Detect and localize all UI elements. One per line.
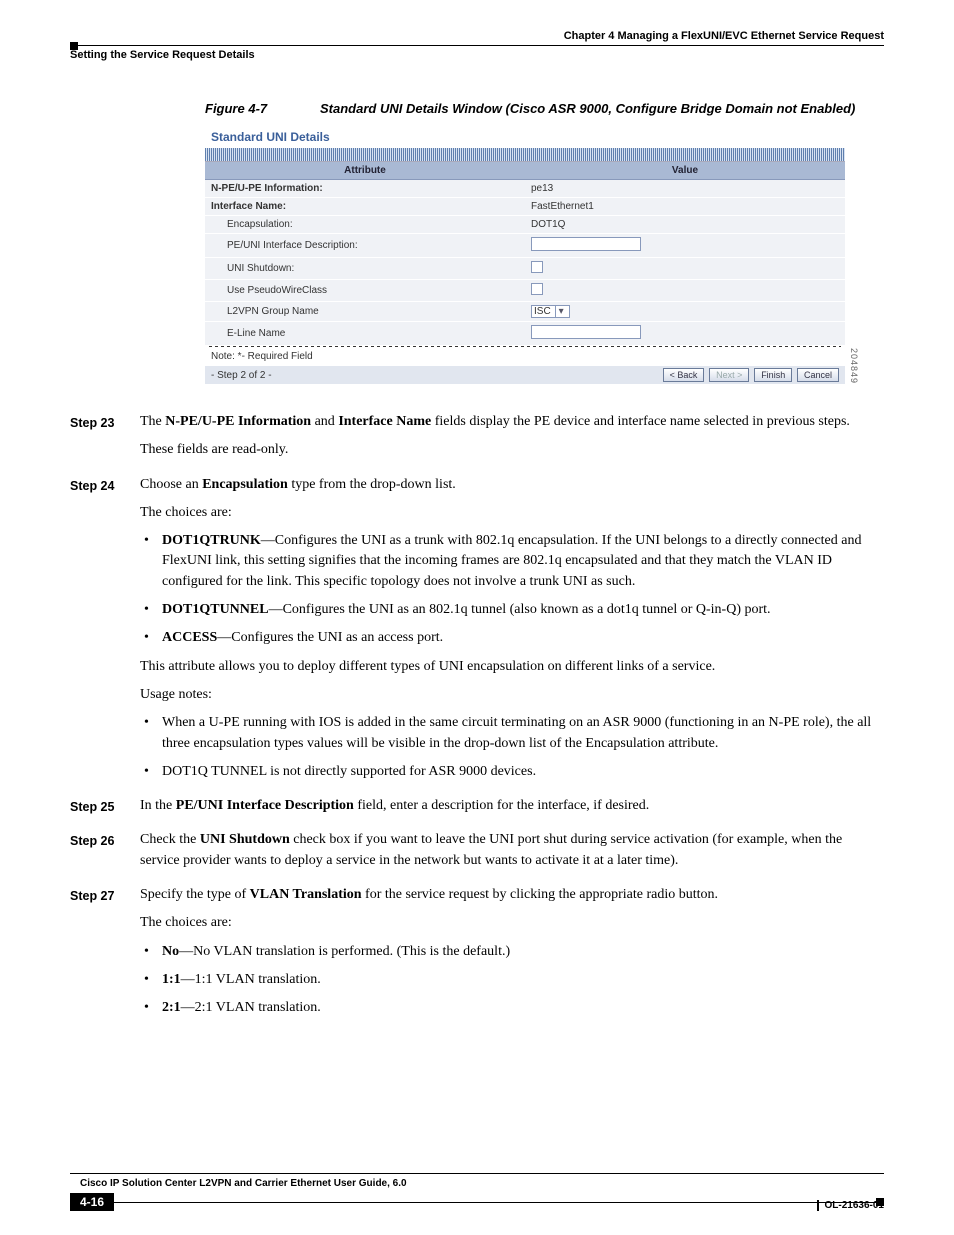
steps-list: Step 23 The N-PE/U-PE Information and In… bbox=[70, 412, 884, 1027]
header-rule bbox=[70, 44, 884, 47]
finish-button[interactable]: Finish bbox=[754, 368, 792, 382]
step-24-usage-notes-label: Usage notes: bbox=[140, 685, 884, 705]
usage-notes: When a U-PE running with IOS is added in… bbox=[140, 713, 884, 782]
choice-no: No—No VLAN translation is performed. (Th… bbox=[140, 942, 884, 962]
choice-dot1qtrunk: DOT1QTRUNK—Configures the UNI as a trunk… bbox=[140, 531, 884, 592]
figure-caption: Figure 4-7 Standard UNI Details Window (… bbox=[205, 101, 884, 116]
wizard-footer: - Step 2 of 2 - < Back Next > Finish Can… bbox=[205, 366, 845, 384]
page-number: 4-16 bbox=[70, 1193, 114, 1211]
header-section: Setting the Service Request Details bbox=[70, 49, 884, 61]
footer-guide-title: Cisco IP Solution Center L2VPN and Carri… bbox=[70, 1178, 884, 1189]
encapsulation-choices: DOT1QTRUNK—Configures the UNI as a trunk… bbox=[140, 531, 884, 648]
step-indicator: - Step 2 of 2 - bbox=[211, 370, 272, 381]
step-24-attribute-purpose: This attribute allows you to deploy diff… bbox=[140, 657, 884, 677]
row-uni-shutdown: UNI Shutdown: bbox=[205, 258, 845, 280]
uni-shutdown-checkbox[interactable] bbox=[531, 261, 543, 273]
usage-note-2: DOT1Q TUNNEL is not directly supported f… bbox=[140, 762, 884, 782]
row-encapsulation: Encapsulation: DOT1Q bbox=[205, 216, 845, 234]
back-button[interactable]: < Back bbox=[663, 368, 705, 382]
row-pseudowire-class: Use PseudoWireClass bbox=[205, 280, 845, 302]
figure-id-code: 204849 bbox=[849, 348, 859, 384]
col-attribute: Attribute bbox=[205, 162, 525, 180]
step-26: Step 26 Check the UNI Shutdown check box… bbox=[70, 830, 884, 879]
step-27: Step 27 Specify the type of VLAN Transla… bbox=[70, 885, 884, 1026]
step-24-choices-intro: The choices are: bbox=[140, 503, 884, 523]
step-27-choices-intro: The choices are: bbox=[140, 913, 884, 933]
header-chapter: Chapter 4 Managing a FlexUNI/EVC Etherne… bbox=[564, 30, 884, 42]
step-23-note: These fields are read-only. bbox=[140, 440, 884, 460]
step-25-text: In the PE/UNI Interface Description fiel… bbox=[140, 796, 884, 816]
row-interface-description: PE/UNI Interface Description: bbox=[205, 234, 845, 258]
page-footer: Cisco IP Solution Center L2VPN and Carri… bbox=[0, 1173, 954, 1211]
l2vpn-group-dropdown[interactable]: ISC▾ bbox=[531, 305, 570, 318]
step-23: Step 23 The N-PE/U-PE Information and In… bbox=[70, 412, 884, 469]
row-eline-name: E-Line Name bbox=[205, 322, 845, 346]
step-25: Step 25 In the PE/UNI Interface Descript… bbox=[70, 796, 884, 824]
step-23-text: The N-PE/U-PE Information and Interface … bbox=[140, 412, 884, 432]
choice-1to1: 1:1—1:1 VLAN translation. bbox=[140, 970, 884, 990]
choice-access: ACCESS—Configures the UNI as an access p… bbox=[140, 628, 884, 648]
figure-title: Standard UNI Details Window (Cisco ASR 9… bbox=[320, 101, 884, 116]
panel-hatch bbox=[205, 148, 845, 162]
row-l2vpn-group: L2VPN Group Name ISC▾ bbox=[205, 302, 845, 322]
running-header: Chapter 4 Managing a FlexUNI/EVC Etherne… bbox=[70, 30, 884, 42]
figure-number: Figure 4-7 bbox=[205, 101, 320, 116]
row-npe: N-PE/U-PE Information: pe13 bbox=[205, 180, 845, 198]
required-field-note: Note: *- Required Field bbox=[205, 347, 845, 366]
pseudowire-class-checkbox[interactable] bbox=[531, 283, 543, 295]
panel-title: Standard UNI Details bbox=[205, 126, 845, 148]
step-24-text: Choose an Encapsulation type from the dr… bbox=[140, 475, 884, 495]
step-27-text: Specify the type of VLAN Translation for… bbox=[140, 885, 884, 905]
row-interface-name: Interface Name: FastEthernet1 bbox=[205, 198, 845, 216]
choice-2to1: 2:1—2:1 VLAN translation. bbox=[140, 998, 884, 1018]
page: Chapter 4 Managing a FlexUNI/EVC Etherne… bbox=[0, 0, 954, 1235]
eline-name-input[interactable] bbox=[531, 325, 641, 339]
vlan-translation-choices: No—No VLAN translation is performed. (Th… bbox=[140, 942, 884, 1019]
usage-note-1: When a U-PE running with IOS is added in… bbox=[140, 713, 884, 754]
interface-description-input[interactable] bbox=[531, 237, 641, 251]
attributes-table: Attribute Value N-PE/U-PE Information: p… bbox=[205, 162, 845, 346]
col-value: Value bbox=[525, 162, 845, 180]
next-button[interactable]: Next > bbox=[709, 368, 749, 382]
dropdown-arrow-icon: ▾ bbox=[555, 306, 567, 317]
choice-dot1qtunnel: DOT1QTUNNEL—Configures the UNI as an 802… bbox=[140, 600, 884, 620]
step-26-text: Check the UNI Shutdown check box if you … bbox=[140, 830, 884, 871]
cancel-button[interactable]: Cancel bbox=[797, 368, 839, 382]
uni-details-window: Standard UNI Details Attribute Value N-P… bbox=[205, 126, 845, 384]
doc-ol-number: OL-21636-01 bbox=[817, 1200, 884, 1211]
step-24: Step 24 Choose an Encapsulation type fro… bbox=[70, 475, 884, 791]
